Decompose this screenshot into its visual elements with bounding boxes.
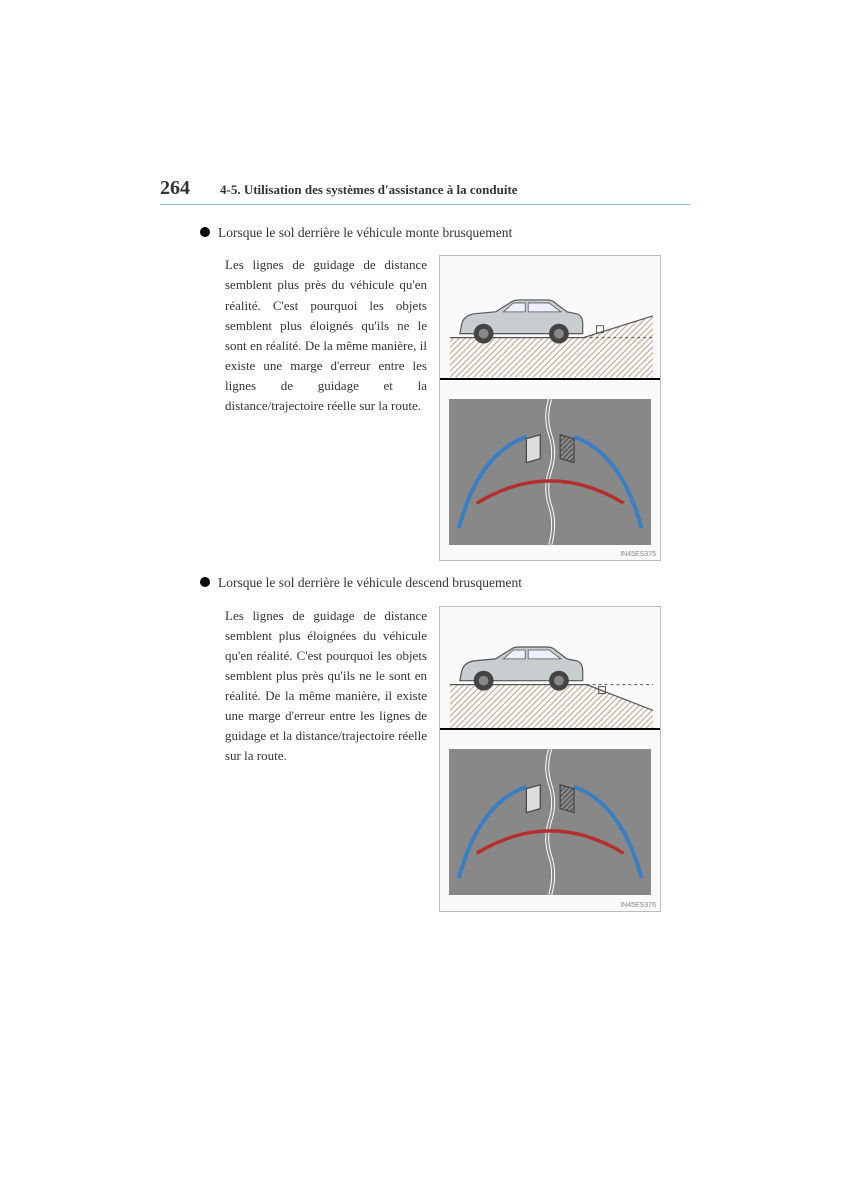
paragraph: Les lignes de guidage de distance semble…	[225, 255, 427, 561]
content-area: 264 4-5. Utilisation des systèmes d'assi…	[160, 177, 690, 912]
bullet-item: Lorsque le sol derrière le véhicule desc…	[200, 573, 690, 593]
content-row: Les lignes de guidage de distance semble…	[225, 606, 690, 912]
bullet-item: Lorsque le sol derrière le véhicule mont…	[200, 223, 690, 243]
figure-id: IN45ES375	[620, 551, 656, 558]
figure: IN45ES375	[439, 255, 661, 561]
section-title: 4-5. Utilisation des systèmes d'assistan…	[220, 182, 518, 198]
figure: IN45ES376	[439, 606, 661, 912]
bullet-text: Lorsque le sol derrière le véhicule mont…	[218, 223, 512, 243]
page-header: 264 4-5. Utilisation des systèmes d'assi…	[160, 177, 690, 205]
bullet-text: Lorsque le sol derrière le véhicule desc…	[218, 573, 522, 593]
figure-divider	[440, 378, 660, 380]
paragraph: Les lignes de guidage de distance semble…	[225, 606, 427, 912]
document-page: 264 4-5. Utilisation des systèmes d'assi…	[0, 0, 848, 1200]
car-side-view-icon	[440, 256, 660, 378]
camera-view	[449, 749, 651, 895]
car-side-view-icon	[440, 607, 660, 729]
figure-divider	[440, 728, 660, 730]
guide-lines-icon	[449, 399, 651, 545]
camera-view	[449, 399, 651, 545]
guide-lines-icon	[449, 749, 651, 895]
content-row: Les lignes de guidage de distance semble…	[225, 255, 690, 561]
bullet-icon	[200, 227, 210, 237]
bullet-icon	[200, 577, 210, 587]
figure-id: IN45ES376	[620, 902, 656, 909]
page-number: 264	[160, 177, 190, 200]
